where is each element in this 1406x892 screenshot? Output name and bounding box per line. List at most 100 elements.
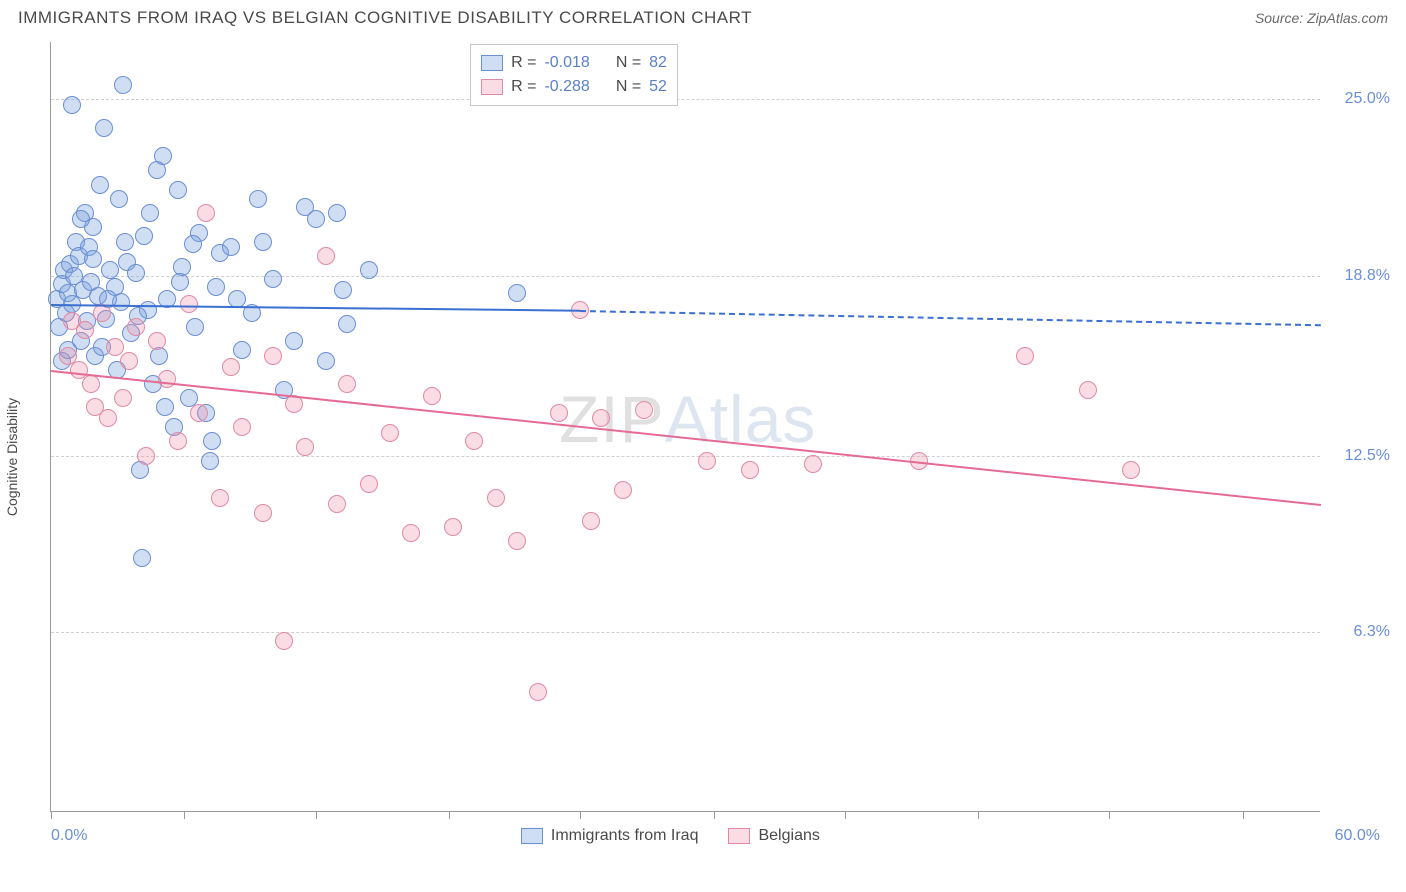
data-point xyxy=(201,452,219,470)
legend-r-label: R = xyxy=(511,51,536,75)
data-point xyxy=(203,432,221,450)
data-point xyxy=(487,489,505,507)
y-tick-label: 18.8% xyxy=(1330,267,1390,285)
data-point xyxy=(254,504,272,522)
data-point xyxy=(444,518,462,536)
data-point xyxy=(110,190,128,208)
data-point xyxy=(169,432,187,450)
x-tick xyxy=(184,811,185,819)
x-tick xyxy=(845,811,846,819)
legend-item: Immigrants from Iraq xyxy=(521,827,699,845)
y-tick-label: 12.5% xyxy=(1330,447,1390,465)
x-tick xyxy=(1243,811,1244,819)
trend-line xyxy=(51,370,1321,506)
x-tick xyxy=(1109,811,1110,819)
y-axis-label: Cognitive Disability xyxy=(4,398,20,516)
data-point xyxy=(307,210,325,228)
data-point xyxy=(338,375,356,393)
data-point xyxy=(508,532,526,550)
data-point xyxy=(529,683,547,701)
data-point xyxy=(180,295,198,313)
data-point xyxy=(171,273,189,291)
data-point xyxy=(698,452,716,470)
legend-item: Belgians xyxy=(728,827,819,845)
legend-swatch xyxy=(521,828,543,844)
data-point xyxy=(141,204,159,222)
correlation-legend: R = -0.018 N = 82R = -0.288 N = 52 xyxy=(470,44,678,106)
watermark-prefix: ZIP xyxy=(559,382,665,456)
legend-row: R =-0.018N =82 xyxy=(481,51,667,75)
data-point xyxy=(550,404,568,422)
data-point xyxy=(169,181,187,199)
data-point xyxy=(360,475,378,493)
trend-line-extrapolated xyxy=(580,310,1321,326)
x-tick xyxy=(449,811,450,819)
data-point xyxy=(1079,381,1097,399)
series-legend: Immigrants from Iraq Belgians xyxy=(521,827,820,845)
data-point xyxy=(582,512,600,530)
legend-swatch xyxy=(481,79,503,95)
chart-container: Cognitive Disability ZIPAtlas 6.3%12.5%1… xyxy=(0,32,1406,882)
data-point xyxy=(275,632,293,650)
legend-n-label: N = xyxy=(616,75,641,99)
data-point xyxy=(148,332,166,350)
data-point xyxy=(127,264,145,282)
legend-swatch xyxy=(728,828,750,844)
data-point xyxy=(249,190,267,208)
data-point xyxy=(508,284,526,302)
data-point xyxy=(338,315,356,333)
data-point xyxy=(156,398,174,416)
data-point xyxy=(91,176,109,194)
data-point xyxy=(804,455,822,473)
data-point xyxy=(317,247,335,265)
data-point xyxy=(614,481,632,499)
data-point xyxy=(127,318,145,336)
data-point xyxy=(116,233,134,251)
x-tick xyxy=(51,811,52,819)
data-point xyxy=(82,375,100,393)
x-max-label: 60.0% xyxy=(1335,827,1380,845)
data-point xyxy=(285,332,303,350)
data-point xyxy=(1122,461,1140,479)
data-point xyxy=(317,352,335,370)
data-point xyxy=(592,409,610,427)
data-point xyxy=(114,76,132,94)
data-point xyxy=(184,235,202,253)
data-point xyxy=(84,250,102,268)
legend-series-label: Belgians xyxy=(758,827,819,845)
data-point xyxy=(328,204,346,222)
data-point xyxy=(114,389,132,407)
data-point xyxy=(264,347,282,365)
data-point xyxy=(233,418,251,436)
data-point xyxy=(120,352,138,370)
data-point xyxy=(154,147,172,165)
plot-area: ZIPAtlas 6.3%12.5%18.8%25.0%0.0%60.0%R =… xyxy=(50,42,1320,812)
legend-r-value: -0.018 xyxy=(544,51,589,75)
data-point xyxy=(360,261,378,279)
legend-n-value: 52 xyxy=(649,75,667,99)
legend-row: R = -0.288 N = 52 xyxy=(481,75,667,99)
data-point xyxy=(211,489,229,507)
data-point xyxy=(334,281,352,299)
data-point xyxy=(207,278,225,296)
x-tick xyxy=(580,811,581,819)
data-point xyxy=(135,227,153,245)
data-point xyxy=(635,401,653,419)
legend-series-label: Immigrants from Iraq xyxy=(551,827,699,845)
data-point xyxy=(137,447,155,465)
source-attribution: Source: ZipAtlas.com xyxy=(1255,10,1388,26)
x-min-label: 0.0% xyxy=(51,827,87,845)
y-tick-label: 6.3% xyxy=(1330,623,1390,641)
legend-n-value: 82 xyxy=(649,51,667,75)
header: IMMIGRANTS FROM IRAQ VS BELGIAN COGNITIV… xyxy=(0,0,1406,32)
legend-r-value: -0.288 xyxy=(544,75,589,99)
legend-swatch xyxy=(481,55,503,71)
legend-r-label: R = xyxy=(511,75,536,99)
data-point xyxy=(328,495,346,513)
data-point xyxy=(381,424,399,442)
data-point xyxy=(197,204,215,222)
gridline xyxy=(51,276,1320,277)
x-tick xyxy=(714,811,715,819)
data-point xyxy=(190,404,208,422)
data-point xyxy=(423,387,441,405)
